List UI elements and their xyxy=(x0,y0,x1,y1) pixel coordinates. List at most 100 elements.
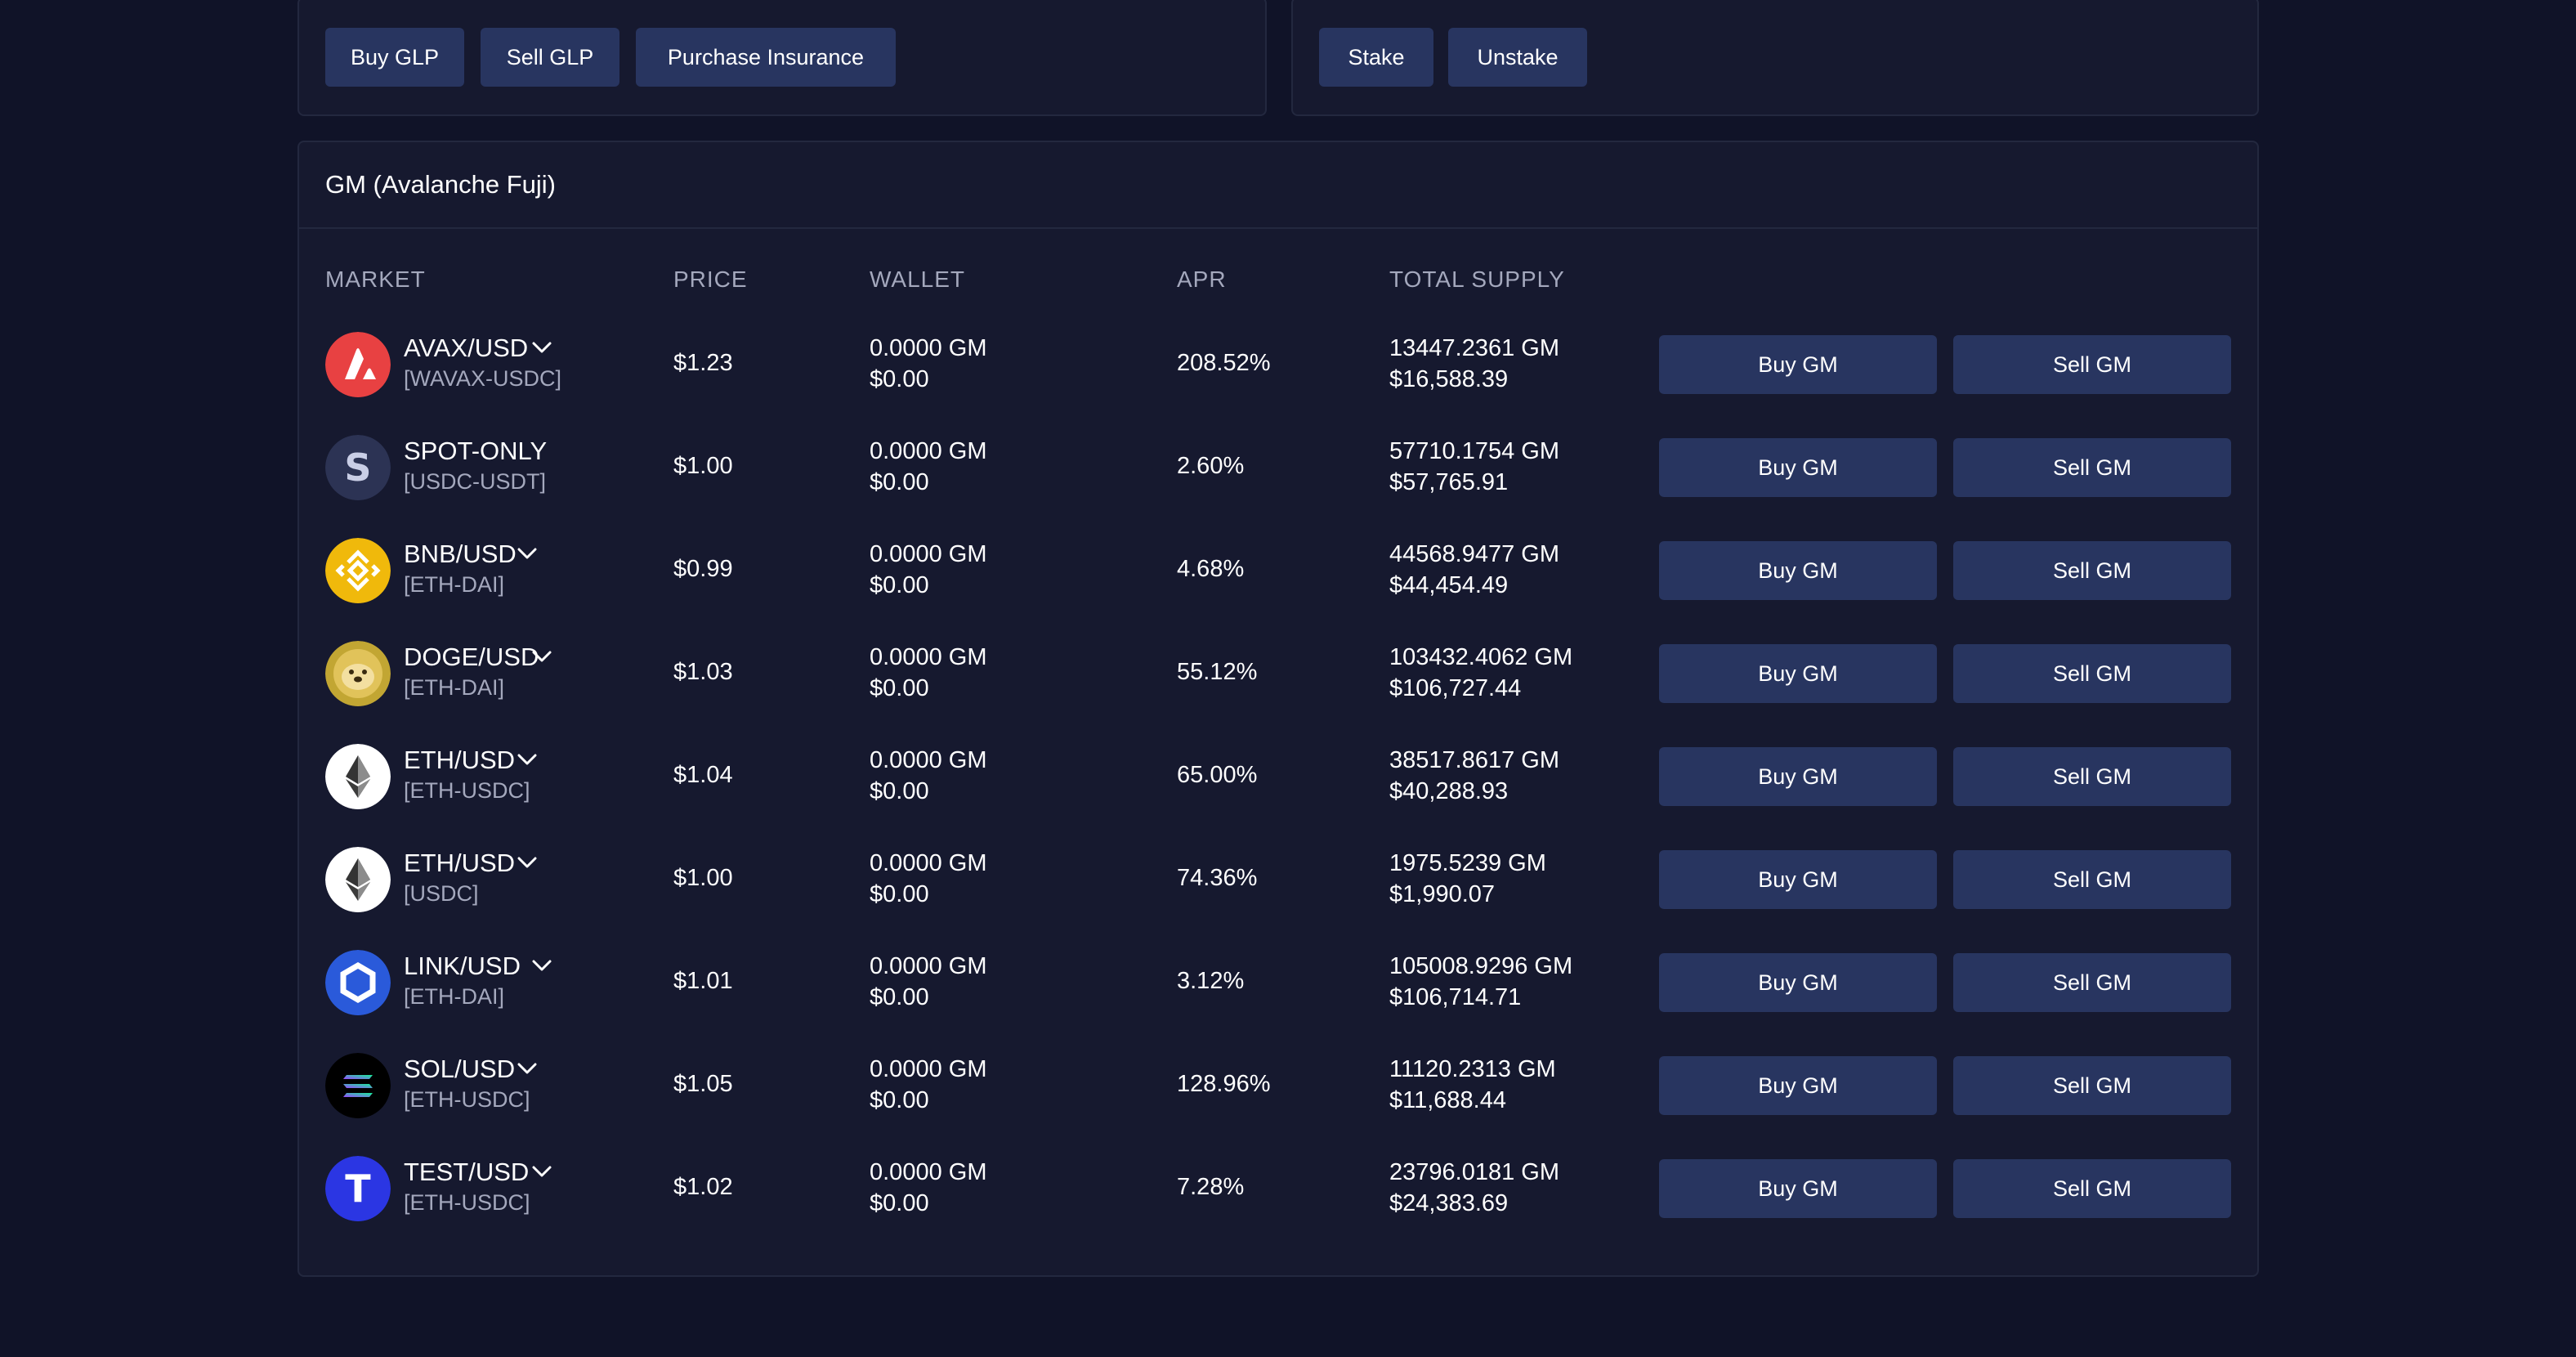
sell-gm-button[interactable]: Sell GM xyxy=(1953,335,2231,394)
bnb-icon xyxy=(325,538,391,603)
market-pair: [ETH-DAI] xyxy=(404,984,505,1009)
market-pair: [ETH-USDC] xyxy=(404,1190,530,1215)
total-supply-amount: 23796.0181 GM xyxy=(1389,1159,1559,1185)
gm-section-title: GM (Avalanche Fuji) xyxy=(325,170,556,199)
apr-value: 4.68% xyxy=(1177,556,1245,582)
unstake-button[interactable]: Unstake xyxy=(1448,28,1587,87)
test-icon: T xyxy=(325,1156,391,1221)
market-name: LINK/USD xyxy=(404,952,521,980)
table-row: S SPOT-ONLY [USDC-USDT] $1.00 0.0000 GM $0.00… xyxy=(299,427,2257,508)
sell-gm-button[interactable]: Sell GM xyxy=(1953,1159,2231,1218)
chevron-down-icon[interactable] xyxy=(517,546,538,561)
apr-value: 74.36% xyxy=(1177,865,1258,891)
total-supply-usd: $1,990.07 xyxy=(1389,881,1496,907)
sell-gm-button[interactable]: Sell GM xyxy=(1953,644,2231,703)
market-pair: [USDC-USDT] xyxy=(404,469,546,494)
total-supply-amount: 103432.4062 GM xyxy=(1389,644,1573,670)
table-row: BNB/USD [ETH-DAI] $0.99 0.0000 GM $0.00 4.68%… xyxy=(299,530,2257,611)
market-pair: [ETH-DAI] xyxy=(404,675,505,700)
price-value: $1.03 xyxy=(673,659,733,685)
buy-gm-button[interactable]: Buy GM xyxy=(1659,1056,1937,1115)
wallet-amount: 0.0000 GM xyxy=(870,850,987,876)
wallet-usd: $0.00 xyxy=(870,469,929,495)
buy-gm-button[interactable]: Buy GM xyxy=(1659,644,1937,703)
glp-actions-card: Buy GLP Sell GLP Purchase Insurance xyxy=(297,0,1267,116)
total-supply-amount: 38517.8617 GM xyxy=(1389,747,1559,773)
stake-actions-card: Stake Unstake xyxy=(1291,0,2259,116)
sell-gm-button[interactable]: Sell GM xyxy=(1953,1056,2231,1115)
apr-value: 3.12% xyxy=(1177,968,1245,994)
market-name: SPOT-ONLY xyxy=(404,437,548,465)
wallet-usd: $0.00 xyxy=(870,572,929,598)
market-name: AVAX/USD xyxy=(404,334,529,362)
chevron-down-icon[interactable] xyxy=(517,855,538,870)
table-row: DOGE/USD [ETH-DAI] $1.03 0.0000 GM $0.00 55.1… xyxy=(299,633,2257,714)
total-supply-usd: $44,454.49 xyxy=(1389,572,1509,598)
sell-gm-button[interactable]: Sell GM xyxy=(1953,953,2231,1012)
market-name: ETH/USD xyxy=(404,746,516,774)
sell-gm-button[interactable]: Sell GM xyxy=(1953,850,2231,909)
price-value: $0.99 xyxy=(673,556,733,582)
table-row: ETH/USD [ETH-USDC] $1.04 0.0000 GM $0.00 65.0… xyxy=(299,736,2257,817)
total-supply-usd: $24,383.69 xyxy=(1389,1190,1509,1216)
eth-icon xyxy=(325,847,391,912)
buy-glp-button[interactable]: Buy GLP xyxy=(325,28,464,87)
chevron-down-icon[interactable] xyxy=(531,649,552,664)
market-pair: [ETH-USDC] xyxy=(404,1087,530,1112)
market-name: DOGE/USD xyxy=(404,643,539,671)
stake-button[interactable]: Stake xyxy=(1319,28,1433,87)
total-supply-amount: 57710.1754 GM xyxy=(1389,438,1559,464)
chevron-down-icon[interactable] xyxy=(517,752,538,767)
svg-text:S: S xyxy=(344,446,371,490)
chevron-down-icon[interactable] xyxy=(531,958,552,973)
sell-gm-button[interactable]: Sell GM xyxy=(1953,541,2231,600)
column-header-market: MARKET xyxy=(325,266,426,292)
market-name: SOL/USD xyxy=(404,1055,516,1083)
chevron-down-icon[interactable] xyxy=(531,340,552,355)
market-pair: [WAVAX-USDC] xyxy=(404,366,562,391)
wallet-amount: 0.0000 GM xyxy=(870,1056,987,1082)
buy-gm-button[interactable]: Buy GM xyxy=(1659,747,1937,806)
chevron-down-icon[interactable] xyxy=(517,1061,538,1076)
wallet-amount: 0.0000 GM xyxy=(870,541,987,567)
total-supply-amount: 1975.5239 GM xyxy=(1389,850,1546,876)
chevron-down-icon[interactable] xyxy=(531,1164,552,1179)
buy-gm-button[interactable]: Buy GM xyxy=(1659,953,1937,1012)
total-supply-usd: $40,288.93 xyxy=(1389,778,1509,804)
buy-gm-button[interactable]: Buy GM xyxy=(1659,1159,1937,1218)
buy-gm-button[interactable]: Buy GM xyxy=(1659,850,1937,909)
price-value: $1.04 xyxy=(673,762,733,788)
eth-icon xyxy=(325,744,391,809)
column-header-price: PRICE xyxy=(673,266,748,292)
market-pair: [ETH-DAI] xyxy=(404,572,505,597)
buy-gm-button[interactable]: Buy GM xyxy=(1659,541,1937,600)
market-pair: [USDC] xyxy=(404,881,479,906)
apr-value: 65.00% xyxy=(1177,762,1258,788)
total-supply-usd: $106,727.44 xyxy=(1389,675,1522,701)
apr-value: 128.96% xyxy=(1177,1071,1271,1097)
wallet-usd: $0.00 xyxy=(870,881,929,907)
spot-icon: S xyxy=(325,435,391,500)
buy-gm-button[interactable]: Buy GM xyxy=(1659,335,1937,394)
wallet-usd: $0.00 xyxy=(870,366,929,392)
table-row: LINK/USD [ETH-DAI] $1.01 0.0000 GM $0.00 3.12… xyxy=(299,942,2257,1023)
gm-header-divider xyxy=(299,227,2257,229)
buy-gm-button[interactable]: Buy GM xyxy=(1659,438,1937,497)
market-name: ETH/USD xyxy=(404,849,516,877)
total-supply-usd: $57,765.91 xyxy=(1389,469,1509,495)
wallet-usd: $0.00 xyxy=(870,984,929,1010)
svg-text:T: T xyxy=(345,1167,371,1211)
sell-gm-button[interactable]: Sell GM xyxy=(1953,747,2231,806)
purchase-insurance-button[interactable]: Purchase Insurance xyxy=(636,28,896,87)
table-row: SOL/USD [ETH-USDC] $1.05 0.0000 GM $0.00 128.… xyxy=(299,1045,2257,1126)
apr-value: 7.28% xyxy=(1177,1174,1245,1200)
market-name: TEST/USD xyxy=(404,1158,530,1186)
sell-gm-button[interactable]: Sell GM xyxy=(1953,438,2231,497)
price-value: $1.23 xyxy=(673,350,733,376)
wallet-amount: 0.0000 GM xyxy=(870,644,987,670)
market-name: BNB/USD xyxy=(404,540,517,568)
wallet-amount: 0.0000 GM xyxy=(870,438,987,464)
price-value: $1.00 xyxy=(673,865,733,891)
wallet-usd: $0.00 xyxy=(870,1087,929,1113)
sell-glp-button[interactable]: Sell GLP xyxy=(481,28,619,87)
